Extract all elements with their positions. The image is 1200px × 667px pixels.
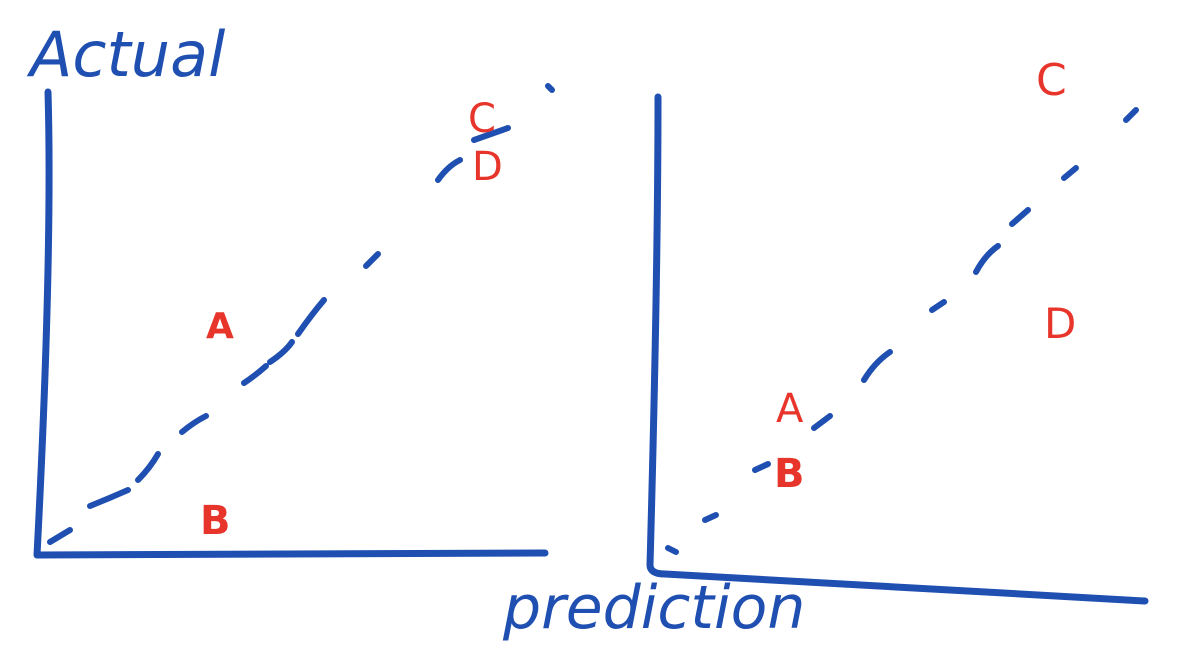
left-point-d: D (472, 144, 503, 190)
right-diagonal-dash (1123, 107, 1139, 123)
left-point-b: B (200, 498, 231, 544)
left-diagonal-dash (87, 487, 131, 509)
right-diagonal-dash (702, 512, 719, 523)
right-panel-diagonal (665, 107, 1139, 555)
right-point-c: C (1036, 55, 1067, 106)
right-diagonal-dash (752, 461, 771, 473)
right-point-d: D (1044, 299, 1076, 348)
left-panel-diagonal (47, 83, 555, 545)
left-diagonal-dash (363, 251, 381, 269)
right-diagonal-dash (1009, 207, 1031, 227)
left-diagonal-dash (471, 125, 511, 143)
left-point-a: A (206, 306, 234, 347)
left-diagonal-dash (135, 451, 161, 483)
left-diagonal-dash (179, 413, 209, 435)
left-diagonal-dash (435, 157, 463, 183)
right-diagonal-dash (1061, 165, 1079, 181)
right-panel-axes (646, 93, 1149, 605)
right-diagonal-dash (929, 299, 947, 313)
x-axis-label: prediction (502, 573, 805, 643)
left-panel-axes (33, 88, 549, 559)
right-diagonal-dash (861, 349, 893, 383)
left-diagonal-dash (47, 527, 73, 545)
right-diagonal-dash (973, 243, 1001, 275)
right-diagonal-dash (811, 413, 833, 431)
left-diagonal-dash (295, 297, 327, 337)
left-diagonal-dash (545, 83, 555, 93)
right-point-b: B (774, 451, 805, 497)
left-panel: A B C D (33, 83, 555, 559)
right-point-a: A (776, 386, 804, 432)
y-axis-label: Actual (26, 18, 225, 91)
left-diagonal-dash (267, 339, 295, 365)
left-diagonal-dash (241, 363, 269, 386)
right-diagonal-dash (665, 545, 679, 555)
right-panel: A B C D (646, 55, 1149, 605)
left-point-c: C (468, 96, 496, 142)
